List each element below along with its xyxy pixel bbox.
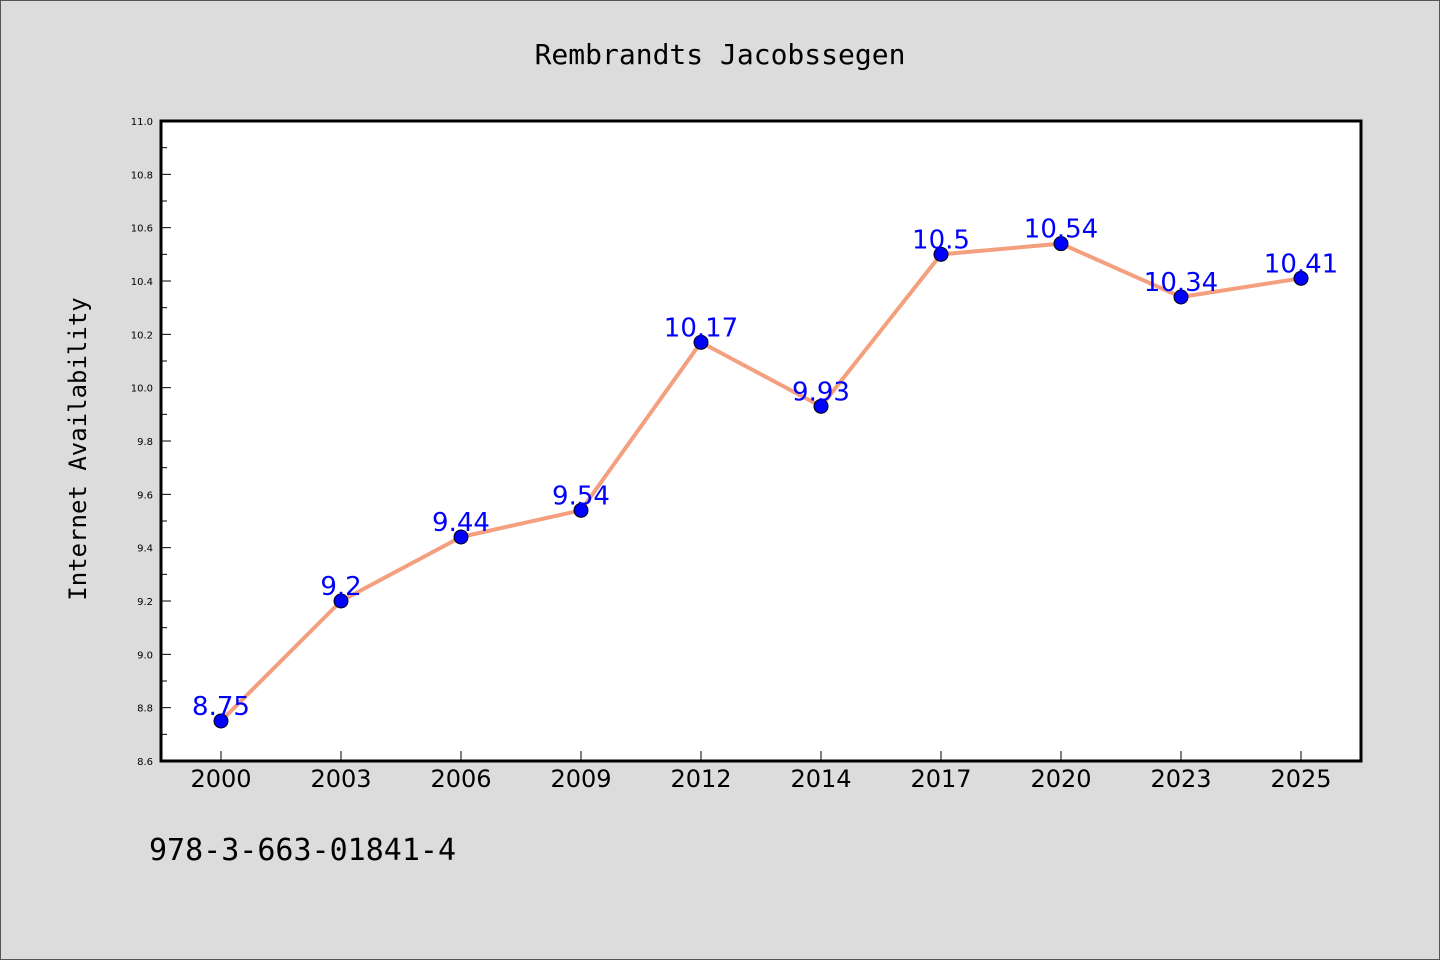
y-tick-label: 10.2 (131, 330, 153, 341)
data-point (1173, 289, 1189, 305)
y-tick-label: 11.0 (131, 117, 153, 128)
data-label: 9.44 (432, 508, 490, 538)
y-tick-label: 9.6 (137, 490, 153, 501)
data-label: 9.93 (792, 377, 850, 407)
data-label: 10.17 (664, 313, 738, 343)
x-tick-label: 2025 (1270, 765, 1331, 793)
data-point (1293, 270, 1309, 286)
plot-area (159, 119, 1363, 763)
data-label: 10.34 (1144, 268, 1218, 298)
x-tick-label: 2003 (310, 765, 371, 793)
y-tick-label: 10.8 (131, 170, 153, 181)
series-group: 8.75 9.2 9.44 9.54 10.17 9.93 10.5 10.54 10.34 10… (192, 215, 1338, 729)
y-tick-label: 10.6 (131, 224, 153, 235)
y-axis-ticks: 8.6 8.8 9.0 9.2 9.4 9.6 9.8 10.0 10.2 10.4 10.6 10.… (131, 117, 171, 768)
x-tick-label: 2014 (790, 765, 851, 793)
y-tick-label: 8.6 (137, 757, 153, 768)
y-tick-label: 10.0 (131, 384, 153, 395)
data-point (213, 713, 229, 729)
data-label: 9.2 (320, 572, 361, 602)
data-label: 10.41 (1264, 249, 1338, 279)
x-tick-label: 2000 (190, 765, 251, 793)
data-point (813, 398, 829, 414)
data-point (333, 593, 349, 609)
data-label: 10.5 (912, 225, 970, 255)
data-point (573, 502, 589, 518)
y-axis-label: Internet Availability (64, 297, 92, 600)
y-tick-label: 9.4 (137, 544, 153, 555)
data-point (453, 529, 469, 545)
y-tick-label: 9.8 (137, 437, 153, 448)
data-point (933, 246, 949, 262)
data-point (1053, 236, 1069, 252)
data-label: 10.54 (1024, 215, 1098, 245)
footer-code: 978-3-663-01841-4 (149, 833, 457, 868)
data-label: 9.54 (552, 481, 610, 511)
chart-title: Rembrandts Jacobssegen (535, 38, 906, 71)
x-tick-label: 2017 (910, 765, 971, 793)
data-point (693, 334, 709, 350)
y-tick-label: 10.4 (131, 277, 153, 288)
x-tick-label: 2009 (550, 765, 611, 793)
x-tick-label: 2012 (670, 765, 731, 793)
x-tick-label: 2006 (430, 765, 491, 793)
x-tick-label: 2020 (1030, 765, 1091, 793)
y-tick-label: 8.8 (137, 704, 153, 715)
y-tick-label: 9.0 (137, 650, 153, 661)
x-axis-ticks: 2000 2003 2006 2009 2012 2014 2017 2020 2023 2025 (190, 751, 1332, 793)
y-tick-label: 9.2 (137, 597, 153, 608)
x-tick-label: 2023 (1150, 765, 1211, 793)
data-label: 8.75 (192, 692, 250, 722)
series-line (219, 241, 1302, 723)
